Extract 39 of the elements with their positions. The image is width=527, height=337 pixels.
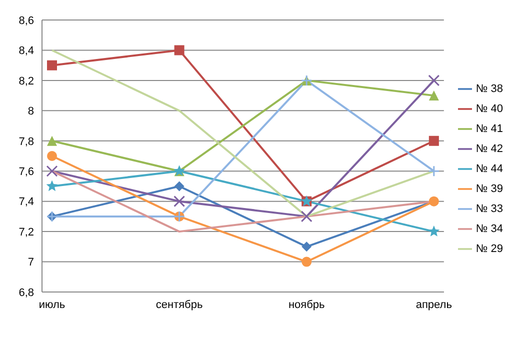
point xyxy=(46,180,58,192)
y-tick-label: 8,6 xyxy=(18,14,34,27)
point xyxy=(428,90,439,101)
legend-label: № 38 xyxy=(476,83,503,95)
y-tick-label: 6,8 xyxy=(18,286,34,299)
point xyxy=(428,74,440,86)
x-tick-label: апрель xyxy=(416,298,452,311)
point xyxy=(46,165,58,177)
x-tick-label: июль xyxy=(38,298,66,311)
y-tick-label: 7 xyxy=(28,256,34,269)
point xyxy=(428,136,439,146)
legend-label: № 34 xyxy=(476,223,503,235)
legend-label: № 33 xyxy=(476,203,503,215)
y-tick-label: 7,6 xyxy=(18,166,34,178)
legend-label: № 41 xyxy=(476,123,503,135)
point xyxy=(174,45,184,56)
legend-label: № 29 xyxy=(476,243,503,255)
x-tick-label: ноябрь xyxy=(288,298,326,311)
y-tick-label: 8,4 xyxy=(18,45,34,58)
point xyxy=(302,256,312,267)
point xyxy=(300,210,312,222)
y-tick-label: 7,8 xyxy=(18,136,34,148)
point xyxy=(174,181,184,192)
legend-label: № 42 xyxy=(476,143,503,155)
point xyxy=(47,60,57,70)
point xyxy=(428,226,440,236)
point xyxy=(47,151,57,161)
y-tick-label: 7,4 xyxy=(18,196,34,208)
point xyxy=(428,165,440,177)
point xyxy=(302,242,312,252)
y-tick-label: 7,2 xyxy=(18,226,34,238)
x-tick-label: сентябрь xyxy=(156,298,203,311)
point xyxy=(47,136,57,146)
legend-label: № 40 xyxy=(476,103,503,115)
y-tick-label: 8,2 xyxy=(18,75,34,88)
point xyxy=(174,196,186,208)
y-tick-label: 8 xyxy=(28,106,34,118)
legend-label: № 39 xyxy=(476,183,503,195)
legend-label: № 44 xyxy=(476,163,503,175)
